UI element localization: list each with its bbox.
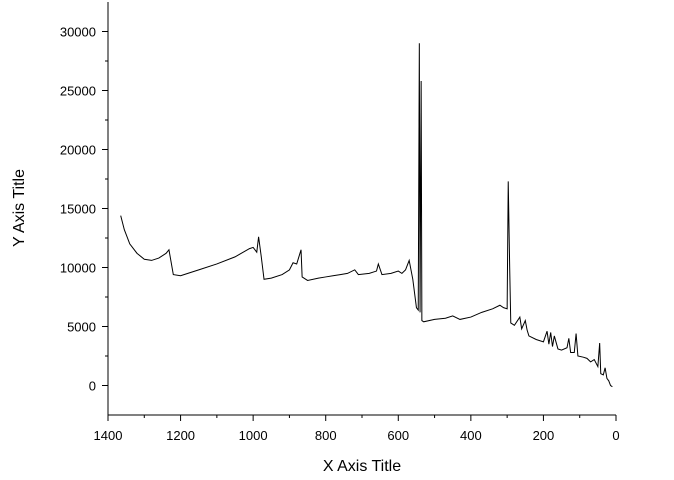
y-tick-label: 20000 [60,143,96,158]
y-tick-label: 10000 [60,261,96,276]
y-tick-label: 15000 [60,202,96,217]
y-tick-label: 25000 [60,84,96,99]
x-tick-label: 800 [315,428,337,443]
x-tick-label: 1400 [94,428,123,443]
x-tick-label: 600 [387,428,409,443]
data-line [120,43,613,388]
x-tick-label: 400 [460,428,482,443]
y-tick-label: 0 [89,379,96,394]
x-tick-label: 1000 [239,428,268,443]
y-tick-label: 30000 [60,25,96,40]
y-tick-label: 5000 [67,320,96,335]
y-axis-title: Y Axis Title [11,169,28,247]
x-axis-title: X Axis Title [323,458,401,475]
x-tick-label: 0 [612,428,619,443]
x-tick-label: 200 [533,428,555,443]
x-tick-label: 1200 [166,428,195,443]
